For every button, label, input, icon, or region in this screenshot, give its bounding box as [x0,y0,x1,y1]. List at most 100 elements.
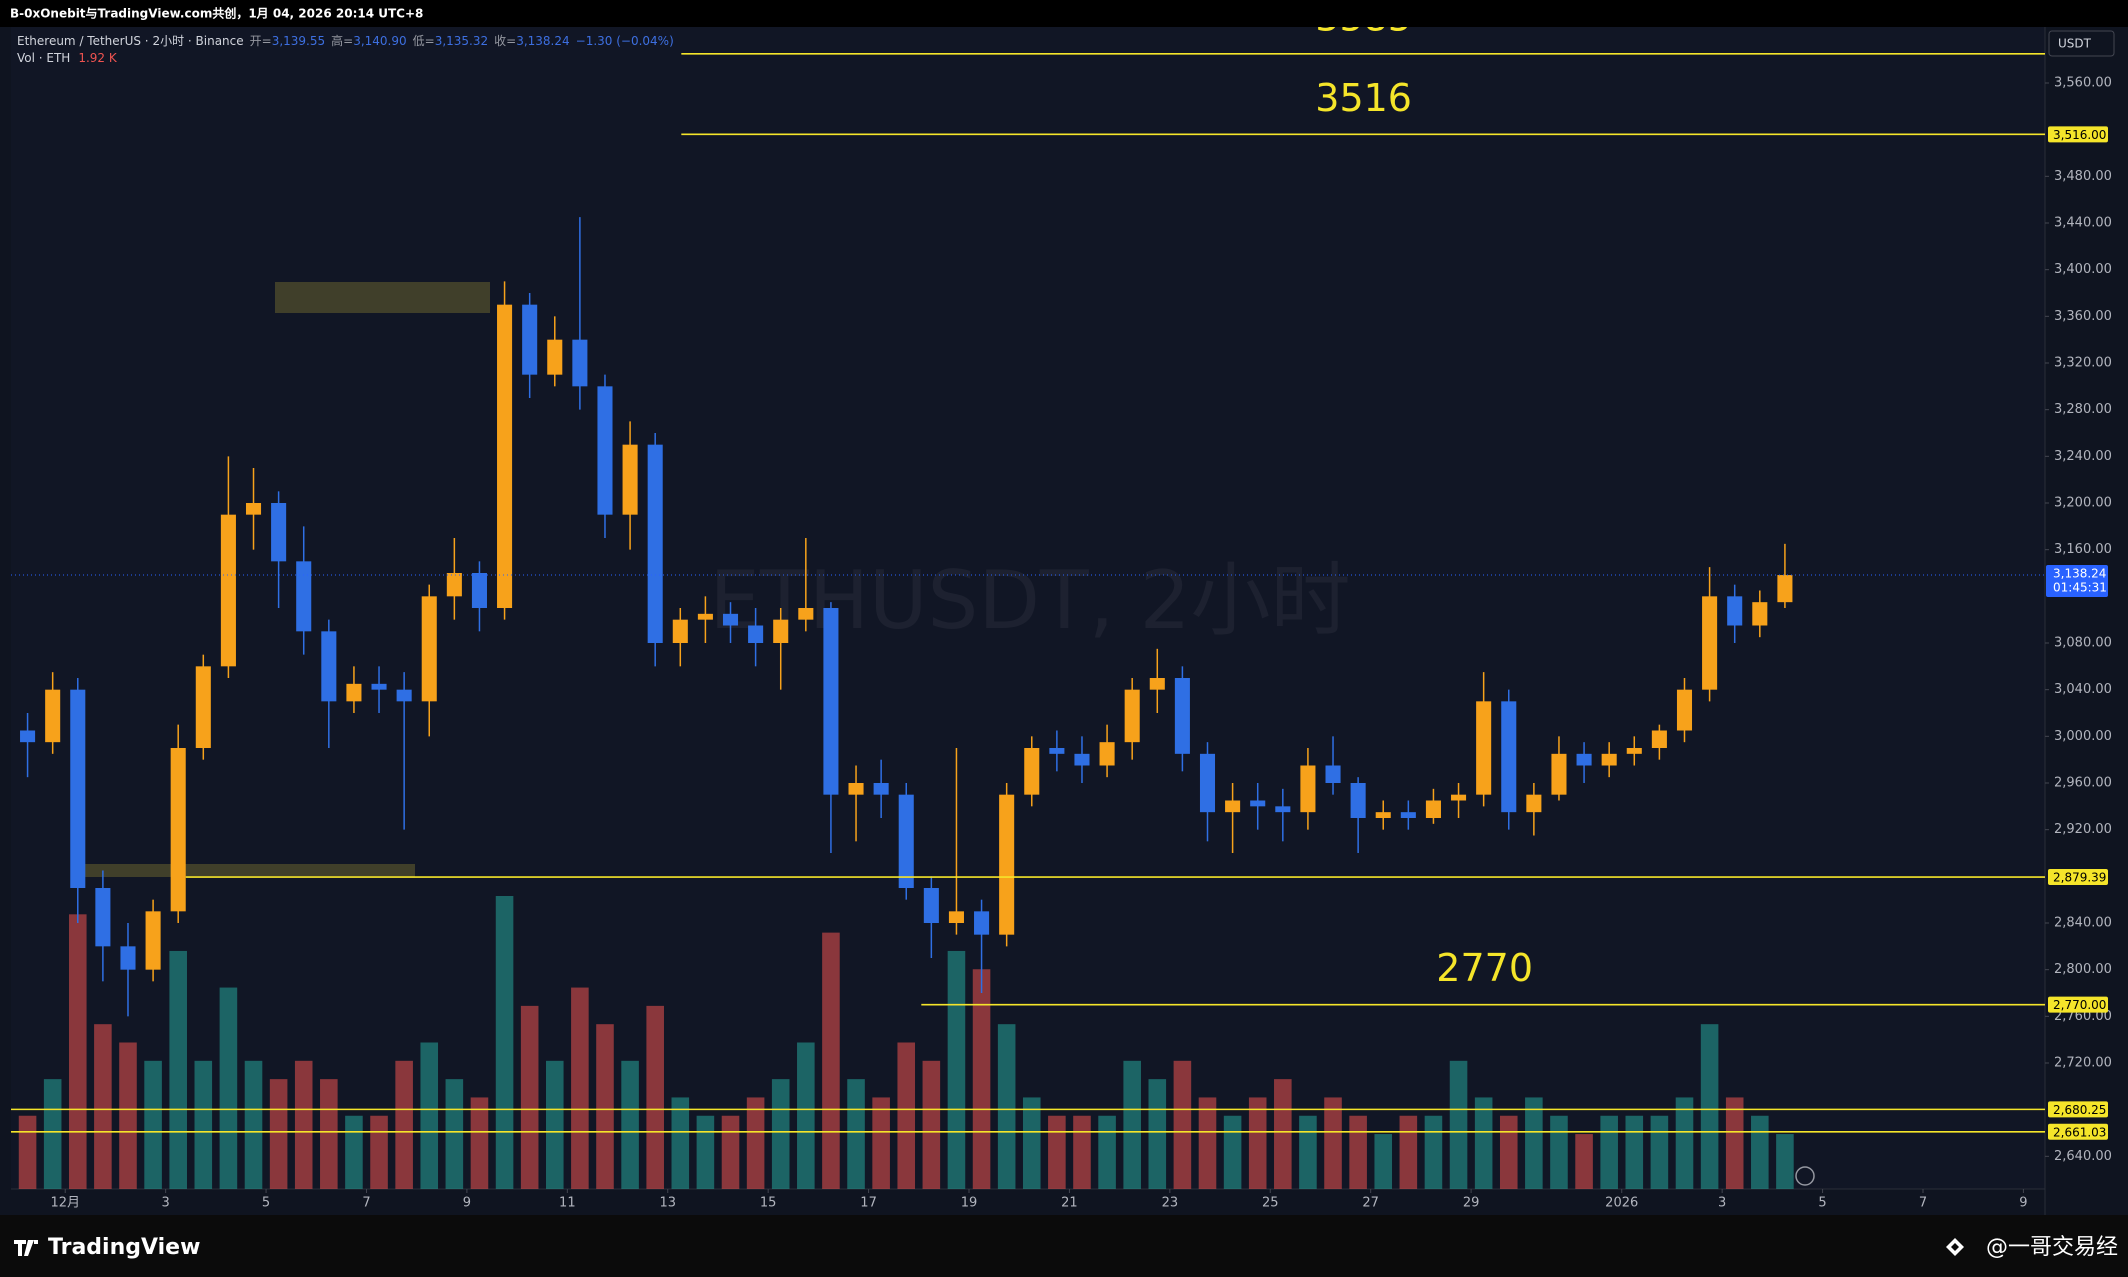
candle-body [1199,753,1216,813]
volume-bar [244,1060,263,1189]
brand: TradingView [48,1235,200,1260]
x-tick-label: 3 [1718,1196,1726,1211]
watermark: ETHUSDT, 2小时 [709,554,1350,647]
countdown: 01:45:31 [2053,581,2107,595]
x-tick-label: 9 [2019,1196,2027,1211]
y-tick-label: 2,640.00 [2054,1149,2112,1164]
volume-bar [922,1060,941,1189]
volume-bar [1600,1115,1618,1189]
volume-bar [1424,1115,1443,1189]
volume-bar [1098,1115,1116,1189]
level-tag [2048,1123,2108,1140]
replay-icon[interactable] [1795,1166,1815,1186]
candle-body [1551,753,1567,795]
unit-box [2048,30,2115,57]
volume-bar [596,1024,614,1189]
y-tick-label: 3,560.00 [2054,76,2112,91]
legend-label: 高= [331,33,353,48]
candle-body [371,683,387,690]
candle-body [346,683,362,702]
candle-body [1626,748,1642,754]
volume-bar [1148,1079,1167,1189]
level-tag [2048,996,2108,1013]
candle-body [1300,765,1316,813]
y-tick-label: 2,960.00 [2054,776,2112,791]
volume-bar [721,1115,740,1189]
volume-bar [119,1042,137,1189]
candle-body [1651,730,1667,748]
volume-bar [1198,1097,1217,1189]
x-tick-label: 5 [1818,1196,1826,1211]
candle-body [271,503,287,562]
candle-body [145,911,161,970]
legend-label: 开= [250,34,272,48]
y-tick-label: 3,400.00 [2054,262,2112,277]
volume-bar [1550,1115,1568,1189]
volume-bar [94,1024,112,1189]
volume-bar [320,1079,338,1189]
y-tick-label: 2,920.00 [2054,822,2112,837]
volume-bar [1274,1079,1292,1189]
last-price-label: 3,138.24 [2053,567,2106,581]
x-tick-label: 21 [1061,1196,1078,1211]
y-tick-label: 3,240.00 [2054,449,2112,464]
zone-box [275,282,490,313]
legend-label: 收= [494,34,516,48]
candle-body [120,946,136,970]
candle-body [1250,800,1266,807]
volume-bar [144,1060,162,1189]
volume-bar [1399,1115,1418,1189]
y-tick-label: 3,360.00 [2054,309,2112,324]
legend-line: Ethereum / TetherUS · 2小时 · Binance 开= 3,1… [17,33,674,48]
volume-bar [269,1079,288,1189]
candle-body [1124,689,1140,743]
candle-body [1350,783,1366,818]
candle-body [873,783,889,795]
x-tick-label: 7 [362,1196,370,1211]
candle-body [1451,794,1467,801]
volume-bar [972,969,991,1189]
x-tick-label: 11 [559,1196,576,1211]
volume-bar [294,1060,313,1189]
candle-body [296,561,312,632]
candle-body [1049,748,1065,754]
level-tag [2048,126,2108,143]
volume-legend: Vol · ETH 1.92 K [17,51,118,65]
candle-body [1149,678,1165,690]
volume-bar [445,1079,464,1189]
volume-bar [621,1060,639,1189]
x-tick-label: 9 [463,1196,471,1211]
volume-bar [18,1115,37,1189]
candle-body [446,573,462,597]
volume-bar [997,1024,1016,1189]
legend-value: 1.92 K [78,51,118,65]
legend-value: 3,138.24 [516,34,569,48]
candle-body [672,619,688,643]
volume-bar [1725,1097,1744,1189]
candle-body [823,608,839,795]
y-tick-label: 2,840.00 [2054,916,2112,931]
candle-body [1526,794,1542,813]
y-tick-label: 3,160.00 [2054,542,2112,557]
candle-body [1225,800,1241,813]
y-tick-label: 3,320.00 [2054,356,2112,371]
level-tag-label: 3,516.00 [2053,128,2106,142]
candle-body [547,339,563,375]
candle-body [597,386,613,515]
level-text: 3516 [1315,76,1412,120]
legend-label: Vol · ETH [17,51,70,65]
candle-body [647,444,663,643]
candle-body [1425,800,1441,818]
volume-bar [671,1097,690,1189]
x-tick-label: 29 [1463,1196,1480,1211]
legend-symbol: Ethereum / TetherUS · 2小时 · Binance [17,34,244,48]
level-text: 3585 [1315,0,1412,39]
y-tick-label: 2,720.00 [2054,1056,2112,1071]
x-tick-label: 27 [1362,1196,1379,1211]
x-tick-label: 23 [1162,1196,1179,1211]
candle-body [1375,812,1391,818]
volume-bar [771,1079,790,1189]
y-tick-label: 3,040.00 [2054,682,2112,697]
y-tick-label: 3,440.00 [2054,216,2112,231]
volume-bar [1248,1097,1267,1189]
